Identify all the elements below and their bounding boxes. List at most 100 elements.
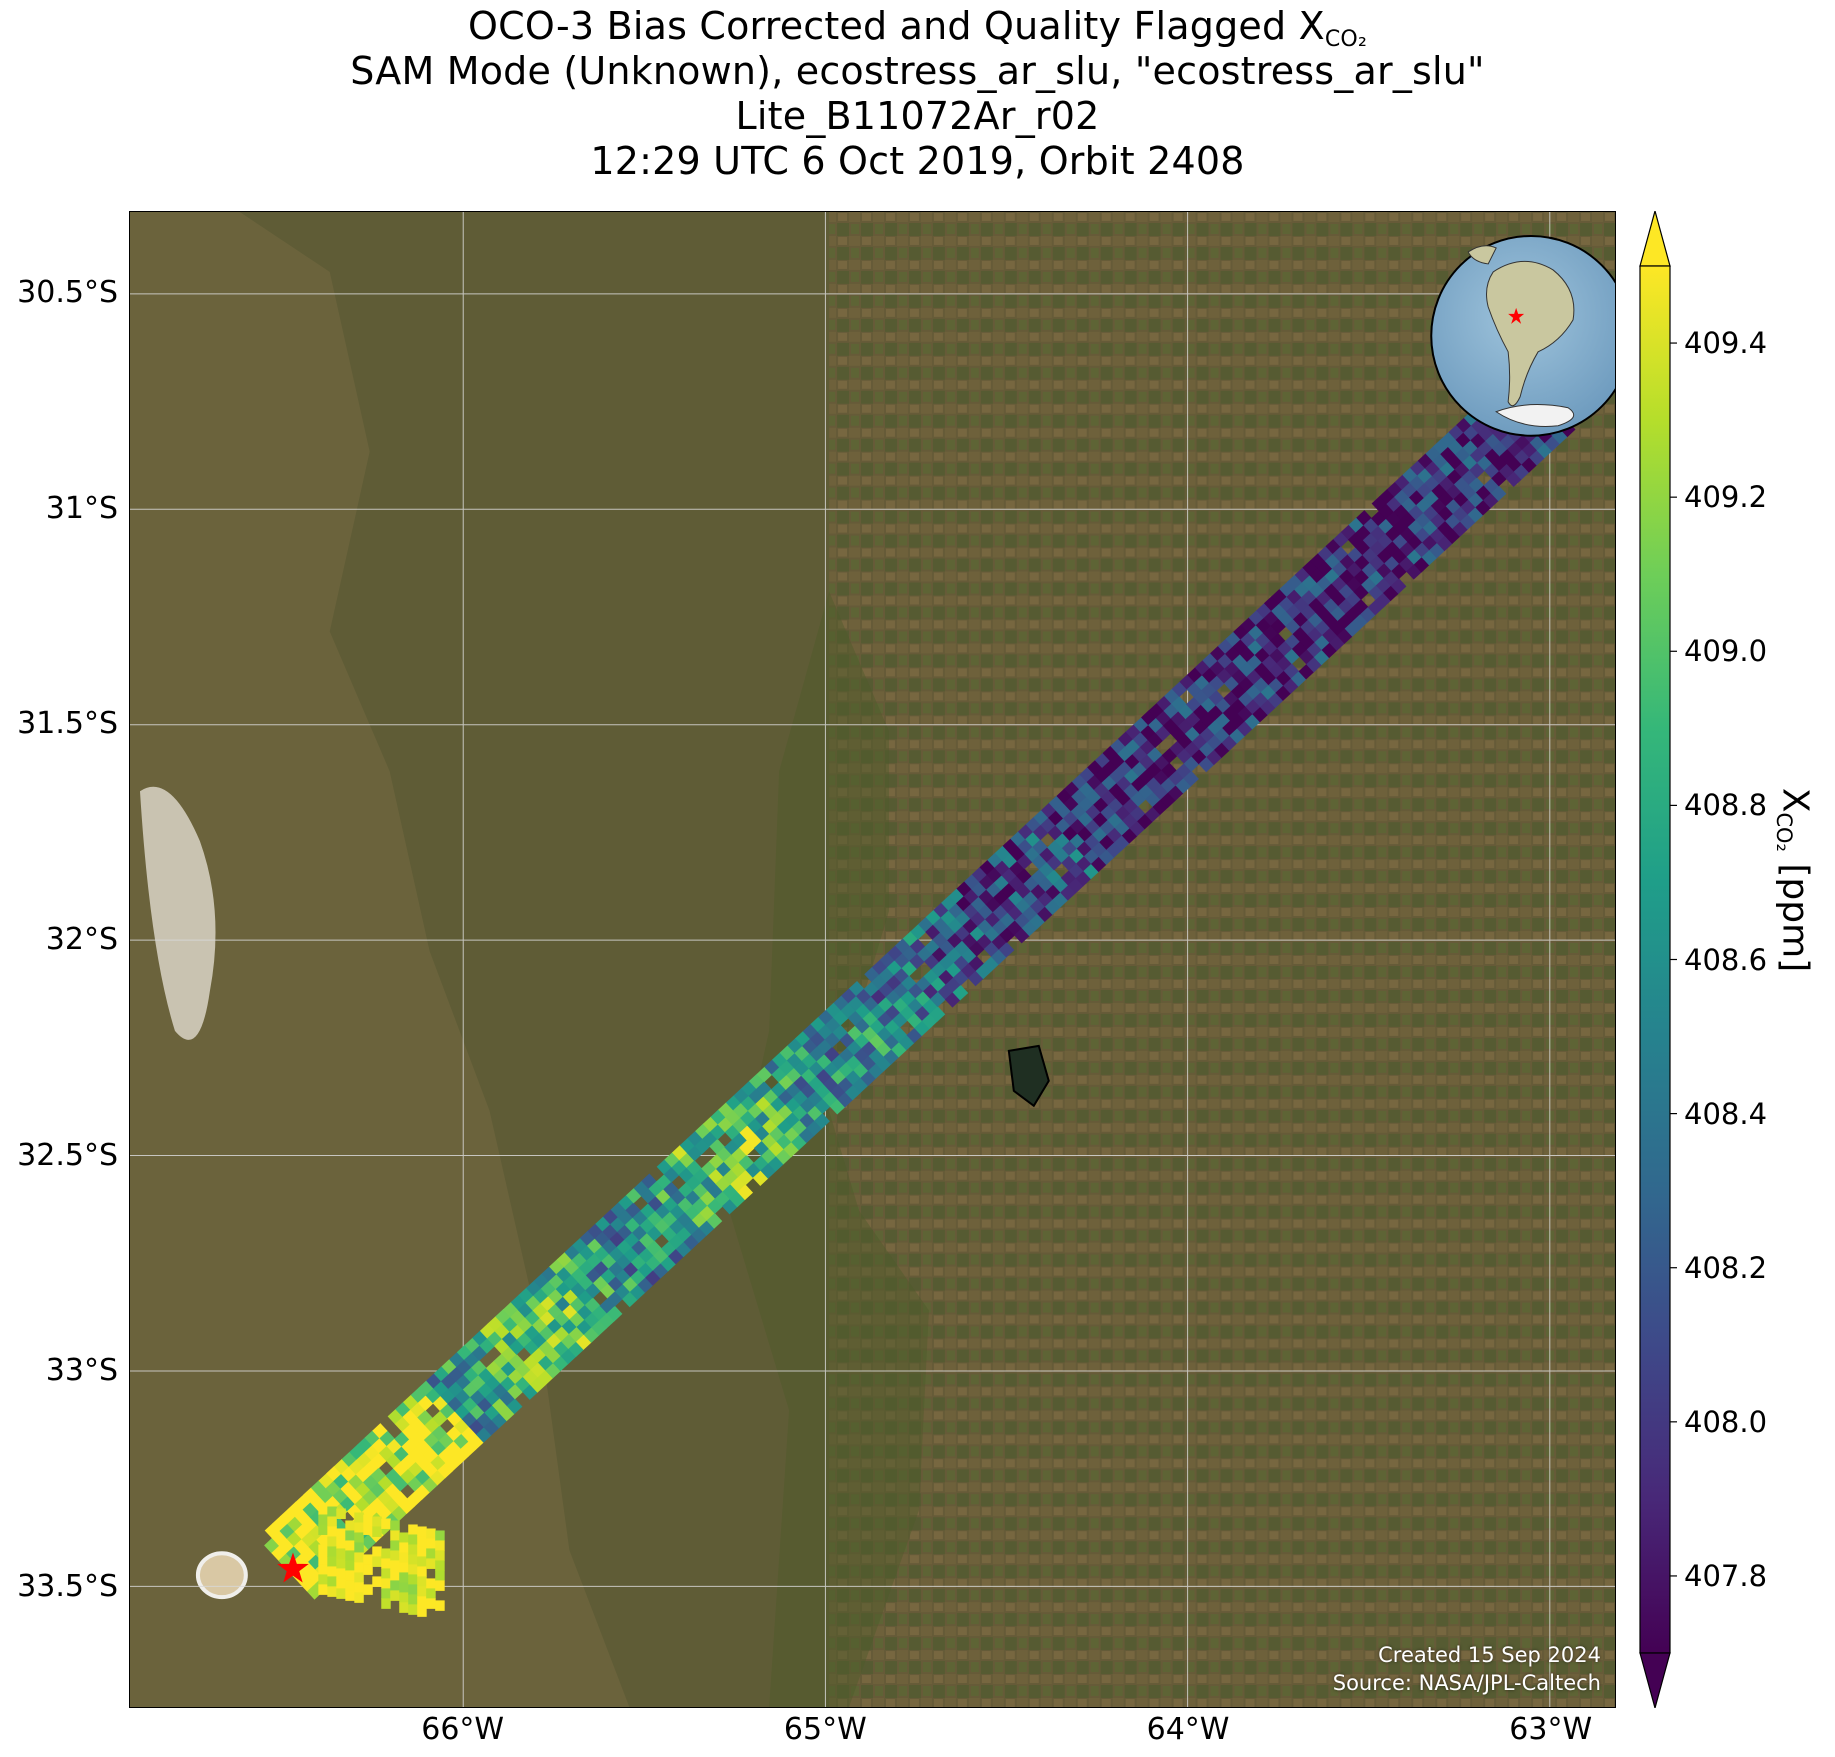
sounding-footprint — [390, 1580, 400, 1591]
sounding-footprint — [354, 1592, 364, 1603]
sounding-footprint — [381, 1548, 391, 1559]
sounding-footprint — [399, 1542, 409, 1553]
sounding-footprint — [318, 1524, 328, 1535]
sounding-footprint — [426, 1558, 436, 1569]
sounding-footprint — [435, 1570, 445, 1581]
sounding-footprint — [390, 1560, 400, 1571]
sounding-footprint — [318, 1504, 328, 1515]
sounding-footprint — [399, 1552, 409, 1563]
colorbar-tick-label: 408.0 — [1684, 1404, 1768, 1439]
credit-text: Created 15 Sep 2024 Source: NASA/JPL-Cal… — [1333, 1641, 1601, 1697]
sounding-footprint — [345, 1560, 355, 1571]
sounding-footprint — [435, 1600, 445, 1611]
colorbar — [1639, 211, 1677, 1708]
sounding-footprint — [354, 1572, 364, 1583]
target-star-icon — [277, 1552, 309, 1583]
colorbar-tick-label: 409.0 — [1684, 634, 1768, 669]
sounding-footprint — [318, 1544, 328, 1555]
sounding-footprint — [417, 1606, 427, 1617]
sounding-footprint — [336, 1558, 346, 1569]
colorbar-tick-label: 409.4 — [1684, 326, 1768, 361]
sounding-footprint — [327, 1526, 337, 1537]
title-line-3: Lite_B11072Ar_r02 — [735, 94, 1100, 138]
lon-tick-label: 66°W — [421, 1712, 505, 1747]
sounding-footprint — [327, 1516, 337, 1527]
sounding-footprint — [737, 1184, 754, 1201]
sounding-footprint — [417, 1566, 427, 1577]
sounding-footprint — [408, 1604, 418, 1615]
sounding-footprint — [327, 1566, 337, 1577]
lon-tick-label: 63°W — [1509, 1712, 1593, 1747]
sounding-footprint — [345, 1530, 355, 1541]
lon-tick-label: 64°W — [1146, 1712, 1230, 1747]
lat-tick-label: 33.5°S — [17, 1569, 118, 1605]
sounding-footprint — [381, 1558, 391, 1569]
sounding-footprint — [408, 1544, 418, 1555]
sounding-footprint — [381, 1518, 391, 1529]
sounding-footprint — [426, 1528, 436, 1539]
sounding-footprint — [318, 1584, 328, 1595]
sounding-footprint — [381, 1578, 391, 1589]
lat-tick-label: 33°S — [45, 1353, 118, 1389]
sounding-footprint — [363, 1584, 373, 1595]
globe-target-star-icon — [1508, 307, 1525, 324]
sounding-footprint — [435, 1580, 445, 1591]
sounding-footprint — [399, 1532, 409, 1543]
globe-central-america — [1467, 245, 1497, 265]
sounding-footprint — [426, 1548, 436, 1559]
reservoir — [1007, 1044, 1050, 1108]
map-gridlines — [130, 212, 1615, 1707]
sounding-footprint — [435, 1530, 445, 1541]
sounding-footprint — [399, 1592, 409, 1603]
created-date: Created 15 Sep 2024 — [1378, 1643, 1601, 1667]
sounding-footprint — [417, 1556, 427, 1567]
sounding-footprint — [435, 1550, 445, 1561]
colorbar-tick-label: 408.2 — [1684, 1250, 1768, 1285]
sounding-footprint — [327, 1506, 337, 1517]
lat-tick-label: 32.5°S — [17, 1137, 118, 1173]
sounding-footprint — [408, 1524, 418, 1535]
sounding-footprint — [506, 1398, 523, 1415]
lat-tick-label: 30.5°S — [17, 274, 118, 310]
sounding-footprint — [327, 1536, 337, 1547]
sounding-footprint — [417, 1596, 427, 1607]
sounding-footprint — [327, 1576, 337, 1587]
sounding-footprint — [390, 1540, 400, 1551]
sounding-footprint — [408, 1534, 418, 1545]
sounding-footprint — [408, 1554, 418, 1565]
sounding-footprint — [336, 1538, 346, 1549]
sounding-footprint — [1183, 770, 1199, 787]
sounding-footprint — [399, 1602, 409, 1613]
sounding-footprint — [390, 1590, 400, 1601]
sounding-footprint — [381, 1598, 391, 1609]
sounding-footprint — [327, 1586, 337, 1597]
sounding-footprint — [345, 1590, 355, 1601]
sounding-footprint — [336, 1528, 346, 1539]
sounding-footprint — [814, 1113, 830, 1129]
sounding-footprint — [372, 1526, 382, 1537]
sounding-footprint — [426, 1588, 436, 1599]
sounding-footprint — [408, 1564, 418, 1575]
sounding-footprint — [336, 1578, 346, 1589]
sounding-footprint — [318, 1574, 328, 1585]
sierras-band — [729, 591, 929, 1707]
sounding-footprint — [929, 1006, 946, 1022]
sounding-footprint — [399, 1562, 409, 1573]
sounding-footprint — [327, 1556, 337, 1567]
satellite-map — [130, 212, 1615, 1707]
lat-tick-label: 32°S — [45, 922, 118, 958]
sounding-footprint — [417, 1536, 427, 1547]
sounding-footprint — [354, 1512, 364, 1523]
inset-globe — [1430, 235, 1615, 437]
sounding-footprint — [336, 1508, 346, 1519]
sounding-footprint — [706, 1213, 723, 1229]
sounding-footprint — [363, 1524, 373, 1535]
colorbar-tick-label: 408.4 — [1684, 1096, 1768, 1131]
sounding-footprint — [354, 1562, 364, 1573]
lat-tick-label: 31.5°S — [17, 706, 118, 742]
map-panel: Created 15 Sep 2024 Source: NASA/JPL-Cal… — [129, 211, 1616, 1708]
sounding-footprint — [336, 1568, 346, 1579]
sounding-footprint — [345, 1580, 355, 1591]
colorbar-body — [1639, 265, 1671, 1654]
sounding-footprint — [417, 1526, 427, 1537]
